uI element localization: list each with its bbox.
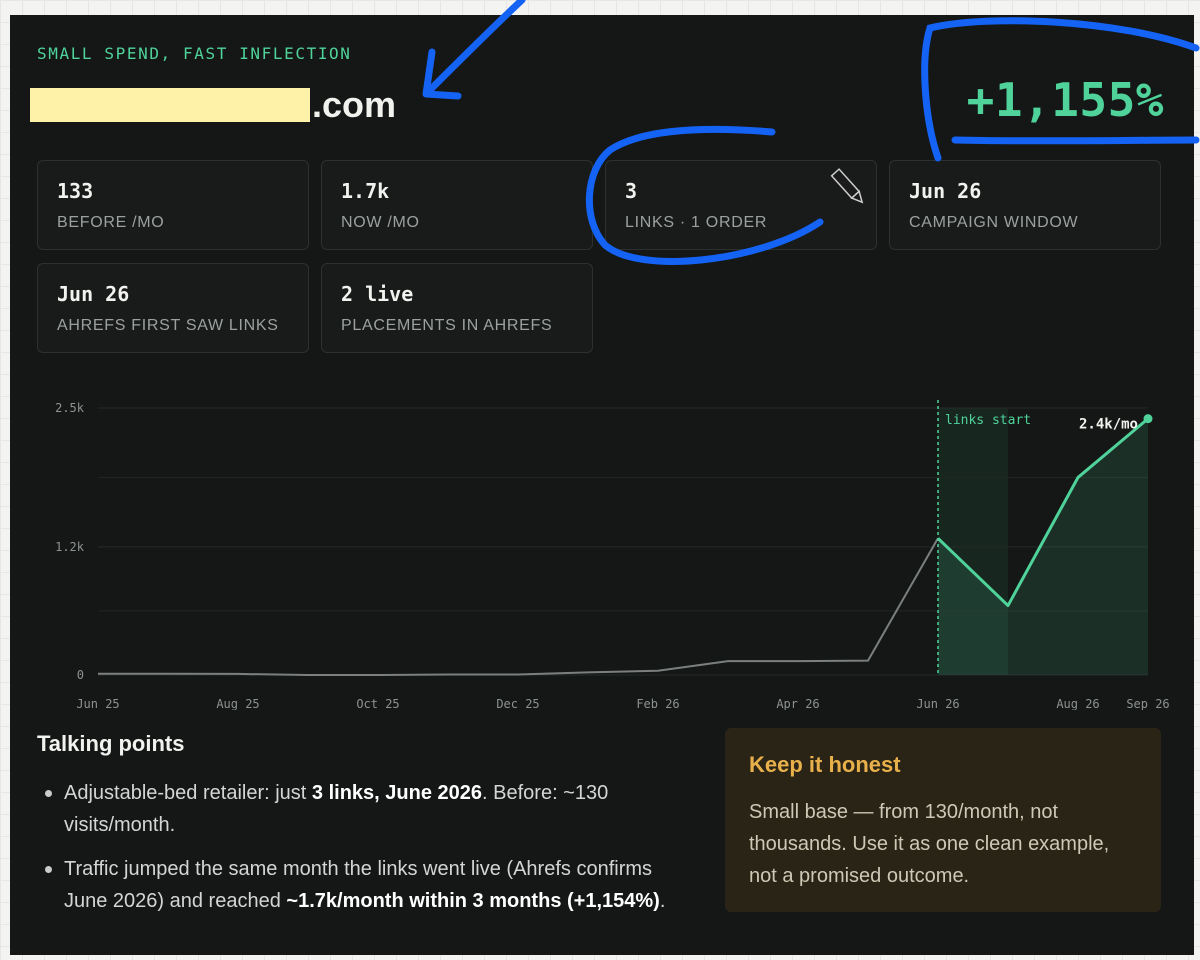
stat-label: NOW /MO: [341, 214, 420, 231]
x-tick-label: Apr 26: [776, 697, 819, 710]
stat-label: PLACEMENTS IN AHREFS: [341, 317, 553, 334]
stat-card-campaign-window: Jun 26 CAMPAIGN WINDOW: [889, 160, 1161, 250]
list-item: Adjustable-bed retailer: just 3 links, J…: [37, 777, 697, 841]
stat-card-before: 133 BEFORE /MO: [37, 160, 309, 250]
stat-value: Jun 26: [909, 179, 982, 203]
y-tick-label: 1.2k: [55, 540, 85, 554]
stat-label: BEFORE /MO: [57, 214, 165, 231]
stat-label: AHREFS FIRST SAW LINKS: [57, 317, 279, 334]
domain-title: .com: [30, 83, 396, 127]
stat-label: LINKS · 1 ORDER: [625, 214, 768, 231]
stat-value: 133: [57, 179, 94, 203]
domain-redaction-highlight: [30, 88, 310, 122]
headline-growth-stat: +1,155%: [966, 73, 1164, 127]
links-start-band: [938, 408, 1008, 675]
stat-label: CAMPAIGN WINDOW: [909, 214, 1079, 231]
y-tick-label: 2.5k: [55, 401, 85, 415]
x-tick-label: Jun 26: [916, 697, 959, 710]
talking-points-list: Adjustable-bed retailer: just 3 links, J…: [37, 777, 697, 929]
stat-card-placements: 2 live PLACEMENTS IN AHREFS: [321, 263, 593, 353]
traffic-chart: 2.5k 1.2k 0 links start 2.4k/mo Jun 25 Aug 25 O…: [55, 400, 1170, 710]
end-point: [1143, 414, 1153, 424]
domain-suffix: .com: [312, 84, 397, 125]
stat-value: Jun 26: [57, 282, 130, 306]
x-tick-label: Aug 25: [216, 697, 259, 710]
y-tick-label: 0: [77, 668, 84, 682]
case-study-panel: SMALL SPEND, FAST INFLECTION .com +1,155…: [10, 15, 1194, 955]
series-line-before: [98, 537, 939, 676]
stat-value: 3: [625, 179, 638, 203]
stat-card-ahrefs-first-seen: Jun 26 AHREFS FIRST SAW LINKS: [37, 263, 309, 353]
x-tick-label: Feb 26: [636, 697, 679, 710]
series-line-after: [936, 417, 1149, 608]
callout-body: Small base — from 130/month, not thousan…: [749, 801, 1110, 887]
x-tick-label: Oct 25: [356, 697, 399, 710]
end-value-label: 2.4k/mo: [1079, 417, 1138, 433]
stat-card-links: 3 LINKS · 1 ORDER: [605, 160, 877, 250]
callout-title: Keep it honest: [749, 752, 901, 777]
stat-value: 1.7k: [341, 179, 390, 203]
eyebrow-label: SMALL SPEND, FAST INFLECTION: [37, 44, 352, 63]
links-start-label: links start: [945, 413, 1031, 428]
x-tick-label: Aug 26: [1056, 697, 1099, 710]
x-tick-label: Dec 25: [496, 697, 539, 710]
x-tick-label: Jun 25: [76, 697, 119, 710]
x-tick-label: Sep 26: [1126, 697, 1169, 710]
stat-card-now: 1.7k NOW /MO: [321, 160, 593, 250]
keep-it-honest-callout: Keep it honest Small base — from 130/mon…: [725, 728, 1161, 912]
talking-points-title: Talking points: [37, 731, 185, 756]
stat-value: 2 live: [341, 282, 414, 306]
list-item: Traffic jumped the same month the links …: [37, 853, 697, 917]
highlighted-area: [938, 418, 1148, 675]
